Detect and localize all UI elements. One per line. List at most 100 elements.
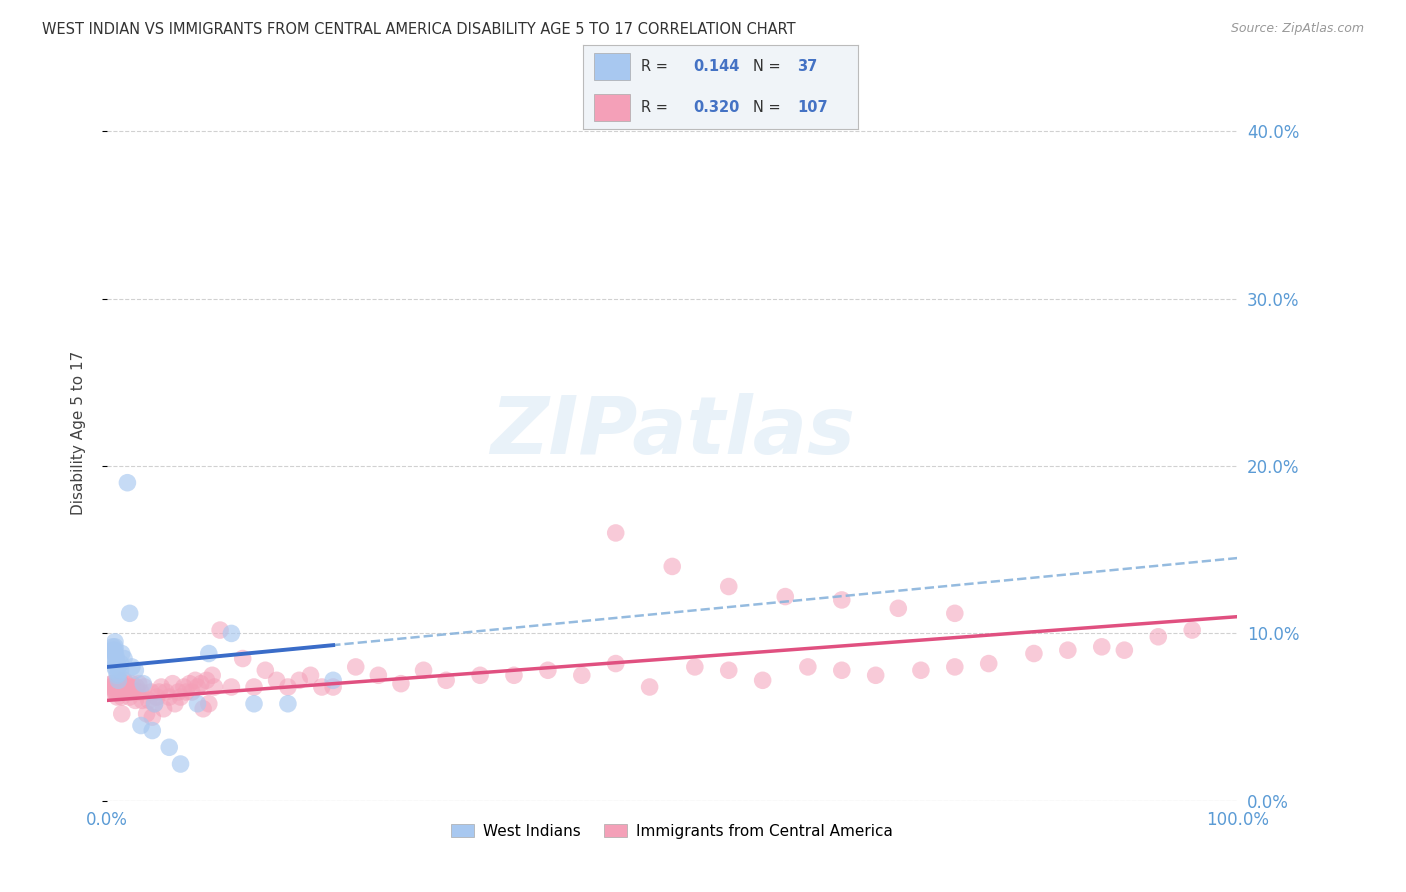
- Text: 107: 107: [797, 100, 828, 115]
- Point: [412, 663, 434, 677]
- Point: [717, 663, 740, 677]
- Point: [221, 626, 243, 640]
- Point: [204, 680, 226, 694]
- Legend: West Indians, Immigrants from Central America: West Indians, Immigrants from Central Am…: [446, 818, 900, 845]
- Text: N =: N =: [754, 59, 786, 74]
- Point: [943, 607, 966, 621]
- Point: [112, 685, 135, 699]
- Point: [101, 640, 124, 654]
- Point: [198, 697, 221, 711]
- Point: [605, 525, 627, 540]
- Point: [831, 593, 853, 607]
- Point: [100, 680, 122, 694]
- Point: [111, 690, 134, 704]
- Point: [105, 657, 128, 671]
- Point: [105, 657, 128, 671]
- Point: [537, 663, 560, 677]
- Point: [389, 676, 412, 690]
- Point: [104, 634, 127, 648]
- Point: [105, 663, 128, 677]
- Point: [105, 649, 128, 664]
- Point: [311, 680, 333, 694]
- Point: [124, 693, 146, 707]
- Point: [143, 697, 166, 711]
- Point: [104, 660, 127, 674]
- Point: [104, 676, 127, 690]
- Point: [277, 680, 299, 694]
- Point: [121, 660, 143, 674]
- Point: [111, 706, 134, 721]
- Point: [104, 643, 127, 657]
- Point: [503, 668, 526, 682]
- Point: [101, 651, 124, 665]
- Point: [117, 475, 139, 490]
- Point: [127, 685, 149, 699]
- Bar: [595, 94, 630, 120]
- Point: [155, 685, 177, 699]
- Point: [638, 680, 661, 694]
- Point: [115, 676, 138, 690]
- Point: [138, 693, 160, 707]
- Point: [943, 660, 966, 674]
- Point: [322, 680, 344, 694]
- Point: [100, 676, 122, 690]
- Point: [1147, 630, 1170, 644]
- Point: [775, 590, 797, 604]
- Point: [344, 660, 367, 674]
- Point: [605, 657, 627, 671]
- Point: [107, 660, 129, 674]
- Point: [141, 685, 163, 699]
- Point: [277, 697, 299, 711]
- Point: [105, 680, 128, 694]
- Text: R =: R =: [641, 59, 672, 74]
- Point: [751, 673, 773, 688]
- Text: 0.320: 0.320: [693, 100, 740, 115]
- Point: [110, 676, 132, 690]
- Point: [107, 685, 129, 699]
- Point: [434, 673, 457, 688]
- Point: [111, 647, 134, 661]
- Text: Source: ZipAtlas.com: Source: ZipAtlas.com: [1230, 22, 1364, 36]
- Point: [104, 651, 127, 665]
- Point: [125, 680, 148, 694]
- Point: [104, 685, 127, 699]
- Point: [141, 710, 163, 724]
- Point: [135, 706, 157, 721]
- Point: [131, 693, 153, 707]
- Point: [887, 601, 910, 615]
- Text: 0.144: 0.144: [693, 59, 740, 74]
- Point: [299, 668, 322, 682]
- Point: [117, 680, 139, 694]
- Point: [232, 651, 254, 665]
- Point: [134, 680, 156, 694]
- Point: [104, 640, 127, 654]
- Point: [209, 623, 232, 637]
- Point: [122, 685, 145, 699]
- Point: [118, 607, 141, 621]
- Point: [468, 668, 491, 682]
- Point: [162, 676, 184, 690]
- Point: [661, 559, 683, 574]
- Point: [128, 676, 150, 690]
- Point: [243, 680, 266, 694]
- Point: [184, 673, 207, 688]
- Text: N =: N =: [754, 100, 786, 115]
- Point: [108, 680, 131, 694]
- Point: [266, 673, 288, 688]
- Point: [186, 680, 208, 694]
- Point: [322, 673, 344, 688]
- Point: [195, 673, 218, 688]
- Point: [1091, 640, 1114, 654]
- Point: [107, 666, 129, 681]
- Point: [105, 668, 128, 682]
- Point: [1022, 647, 1045, 661]
- Point: [103, 680, 125, 694]
- Point: [143, 697, 166, 711]
- Point: [101, 685, 124, 699]
- Point: [101, 676, 124, 690]
- Point: [112, 673, 135, 688]
- Point: [190, 676, 212, 690]
- Point: [977, 657, 1000, 671]
- Point: [120, 680, 142, 694]
- Point: [118, 690, 141, 704]
